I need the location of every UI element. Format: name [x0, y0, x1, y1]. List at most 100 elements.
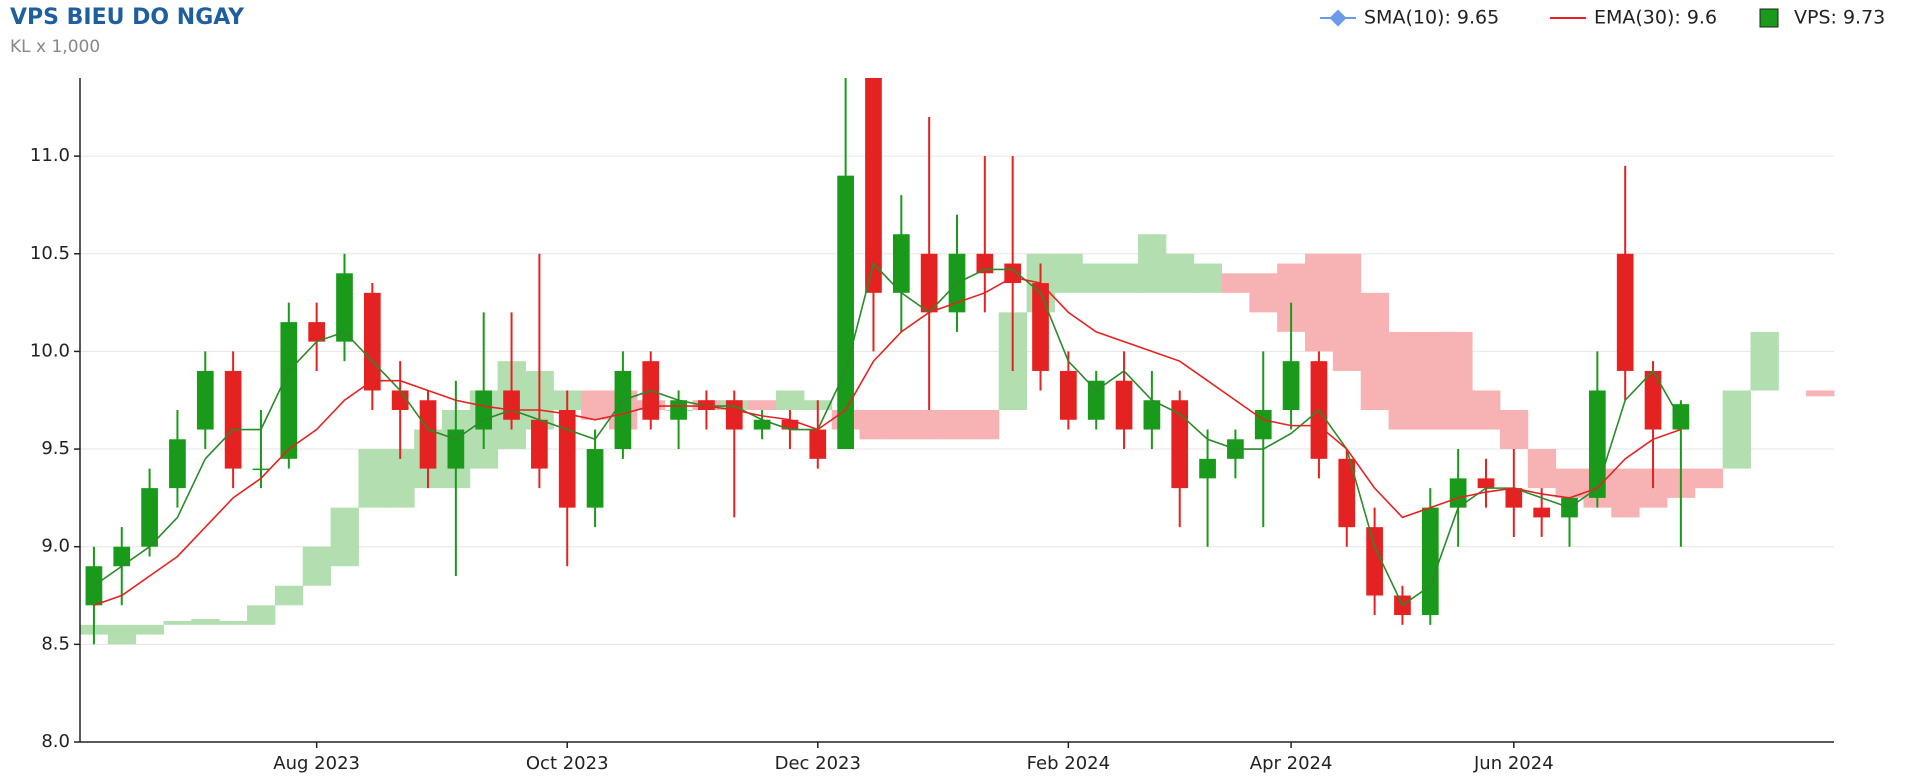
candle-body	[1254, 410, 1272, 440]
candle-body	[475, 390, 493, 430]
candle-body	[447, 429, 465, 469]
legend-label: VPS: 9.73	[1794, 7, 1885, 29]
candle-body	[865, 78, 882, 293]
candle-body	[252, 468, 270, 471]
cloud-segment	[1722, 390, 1751, 469]
candle-body	[753, 419, 771, 430]
x-tick-label: Feb 2024	[1027, 753, 1110, 774]
candle-body	[1171, 400, 1189, 489]
candle-body	[363, 292, 381, 391]
cloud-segment	[1527, 449, 1557, 489]
y-tick-label: 8.0	[41, 731, 70, 752]
cloud-segment	[219, 620, 248, 625]
cloud-segment	[107, 624, 137, 645]
y-tick-label: 10.5	[30, 243, 70, 264]
cloud-segment	[191, 618, 220, 625]
candle-body	[503, 390, 520, 420]
candle-body	[698, 400, 715, 410]
chart-subtitle: KL x 1,000	[10, 37, 100, 57]
indicator-line	[93, 276, 1682, 607]
candle-body	[1087, 380, 1105, 420]
candle-body	[1199, 458, 1216, 479]
cloud-segment	[358, 449, 387, 508]
candle-body	[1060, 370, 1077, 420]
cloud-segment	[1750, 331, 1779, 391]
y-tick-label: 9.5	[41, 438, 70, 459]
candle-body	[1672, 404, 1690, 430]
x-tick-label: Apr 2024	[1250, 753, 1333, 774]
cloud-segment	[1806, 390, 1835, 397]
cloud-segment	[386, 449, 415, 508]
cloud-segment	[1137, 234, 1167, 293]
candle-body	[308, 322, 326, 342]
cloud-segment	[887, 410, 916, 440]
candle-body	[725, 400, 743, 430]
candle-body	[1477, 478, 1495, 489]
cloud-segment	[748, 400, 777, 410]
cloud-segment	[970, 410, 1000, 440]
cloud-segment	[1694, 468, 1724, 489]
cloud-segment	[1054, 253, 1083, 293]
candle-body	[1366, 527, 1383, 596]
candle-body	[336, 273, 353, 342]
cloud-segment	[1555, 468, 1584, 498]
candle-body	[196, 370, 214, 430]
cloud-segment	[330, 507, 359, 567]
cloud-segment	[1221, 273, 1250, 293]
cloud-segment	[1444, 331, 1473, 430]
candle-body	[1644, 370, 1662, 430]
candle-body	[280, 322, 298, 459]
candle-body	[892, 234, 910, 293]
chart-title: VPS BIEU DO NGAY	[10, 5, 245, 30]
legend-label: SMA(10): 9.65	[1364, 7, 1499, 29]
candle-body	[1533, 507, 1551, 518]
cloud-segment	[1499, 410, 1529, 450]
candle-body	[391, 390, 409, 410]
candle-body	[1505, 488, 1523, 508]
candle-body	[224, 370, 242, 469]
candle-body	[976, 253, 994, 274]
candle-body	[1588, 390, 1606, 498]
y-tick-label: 10.0	[30, 340, 70, 361]
x-tick-label: Oct 2023	[526, 753, 609, 774]
cloud-segment	[1388, 331, 1417, 430]
candle-body	[1143, 400, 1161, 430]
candle-body	[1616, 253, 1634, 371]
cloud-segment	[943, 410, 972, 440]
candle-body	[586, 449, 604, 508]
candle-body	[531, 419, 548, 469]
cloud-segment	[1110, 263, 1139, 293]
cloud-segment	[1416, 331, 1445, 430]
candle-body	[809, 429, 827, 459]
candle-body	[1421, 507, 1439, 616]
candle-body	[141, 488, 158, 547]
candle-body	[920, 253, 938, 313]
candle-body	[558, 410, 576, 508]
candle-body	[1338, 458, 1356, 528]
candle-body	[1282, 361, 1300, 410]
candle-body	[837, 175, 854, 450]
cloud-segment	[1193, 263, 1222, 293]
y-tick-label: 8.5	[41, 633, 70, 654]
candle-body	[781, 419, 799, 430]
candle-body	[614, 370, 632, 450]
cloud-segment	[302, 546, 332, 586]
cloud-segment	[1165, 253, 1195, 293]
cloud-segment	[1305, 253, 1334, 352]
cloud-segment	[1249, 273, 1278, 313]
x-tick-label: Aug 2023	[273, 753, 360, 774]
y-tick-label: 11.0	[30, 145, 70, 166]
y-tick-label: 9.0	[41, 536, 70, 557]
candle-body	[1449, 478, 1467, 508]
legend-marker	[1329, 9, 1347, 27]
candle-body	[419, 400, 437, 469]
legend-label: EMA(30): 9.6	[1594, 7, 1717, 29]
cloud-segment	[1472, 390, 1501, 430]
cloud-segment	[581, 390, 610, 420]
cloud-segment	[1611, 468, 1640, 518]
candle-body	[169, 439, 186, 489]
candle-body	[1115, 380, 1133, 430]
candle-body	[113, 546, 131, 567]
cloud-segment	[1360, 292, 1390, 410]
